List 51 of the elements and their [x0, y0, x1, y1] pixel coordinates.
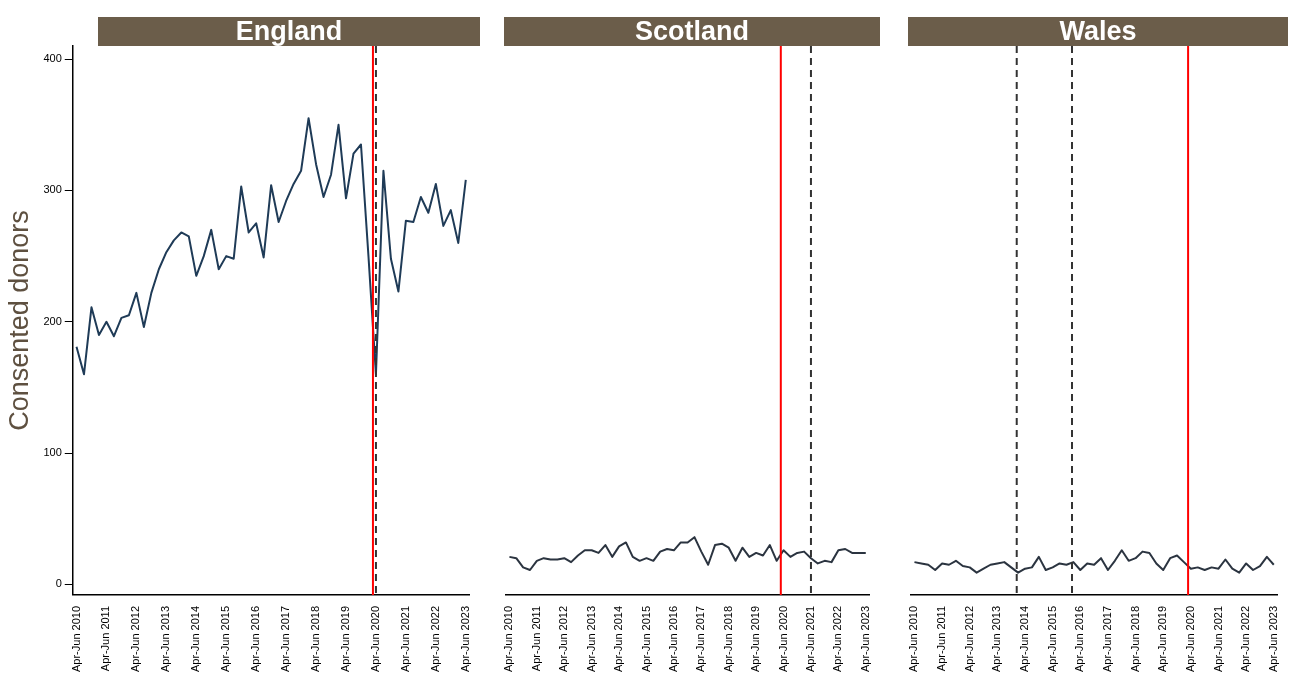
x-tick-label: Apr-Jun 2012: [962, 605, 975, 672]
y-tick-label: 200: [43, 314, 62, 327]
x-tick-label: Apr-Jun 2016: [249, 605, 262, 672]
y-tick-label: 400: [43, 52, 62, 65]
x-tick-label: Apr-Jun 2014: [1018, 605, 1031, 672]
x-tick-label: Apr-Jun 2022: [1239, 605, 1252, 672]
x-tick-label: Apr-Jun 2010: [69, 605, 82, 672]
x-tick-label: Apr-Jun 2013: [584, 605, 597, 672]
x-tick-label: Apr-Jun 2014: [612, 605, 625, 672]
x-tick-label: Apr-Jun 2012: [129, 605, 142, 672]
x-tick-label: Apr-Jun 2022: [831, 605, 844, 672]
x-tick-label: Apr-Jun 2019: [339, 605, 352, 672]
x-tick-label: Apr-Jun 2020: [1183, 605, 1196, 672]
x-tick-label: Apr-Jun 2012: [557, 605, 570, 672]
x-tick-label: Apr-Jun 2011: [529, 605, 542, 672]
y-axis-title: Consented donors: [3, 210, 34, 431]
chart-title: Scotland: [504, 16, 880, 46]
x-tick-label: Apr-Jun 2021: [803, 605, 816, 672]
x-tick-label: Apr-Jun 2018: [1128, 605, 1141, 672]
x-tick-label: Apr-Jun 2023: [1266, 605, 1279, 672]
x-tick-label: Apr-Jun 2015: [219, 605, 232, 672]
y-tick-label: 300: [43, 183, 62, 196]
chart-title: Wales: [908, 16, 1288, 46]
x-tick-label: Apr-Jun 2018: [309, 605, 322, 672]
x-tick-label: Apr-Jun 2017: [1100, 605, 1113, 672]
x-tick-label: Apr-Jun 2016: [1073, 605, 1086, 672]
y-tick-label: 0: [55, 577, 62, 590]
x-tick-label: Apr-Jun 2017: [694, 605, 707, 672]
x-tick-label: Apr-Jun 2020: [368, 605, 381, 672]
x-tick-label: Apr-Jun 2023: [858, 605, 871, 672]
x-tick-label: Apr-Jun 2020: [776, 605, 789, 672]
x-tick-label: Apr-Jun 2011: [99, 605, 112, 672]
x-tick-label: Apr-Jun 2010: [907, 605, 920, 672]
x-tick-label: Apr-Jun 2023: [458, 605, 471, 672]
x-tick-label: Apr-Jun 2021: [398, 605, 411, 672]
y-tick-label: 100: [43, 446, 62, 459]
x-tick-label: Apr-Jun 2019: [749, 605, 762, 672]
x-tick-label: Apr-Jun 2015: [639, 605, 652, 672]
x-tick-label: Apr-Jun 2017: [279, 605, 292, 672]
x-tick-label: Apr-Jun 2022: [428, 605, 441, 672]
x-tick-label: Apr-Jun 2013: [159, 605, 172, 672]
x-tick-label: Apr-Jun 2018: [721, 605, 734, 672]
chart-title: England: [98, 16, 480, 46]
x-tick-label: Apr-Jun 2011: [935, 605, 948, 672]
x-tick-label: Apr-Jun 2021: [1211, 605, 1224, 672]
x-tick-label: Apr-Jun 2013: [990, 605, 1003, 672]
x-tick-label: Apr-Jun 2016: [666, 605, 679, 672]
x-tick-label: Apr-Jun 2015: [1045, 605, 1058, 672]
x-tick-label: Apr-Jun 2019: [1156, 605, 1169, 672]
x-tick-label: Apr-Jun 2010: [502, 605, 515, 672]
x-tick-label: Apr-Jun 2014: [189, 605, 202, 672]
